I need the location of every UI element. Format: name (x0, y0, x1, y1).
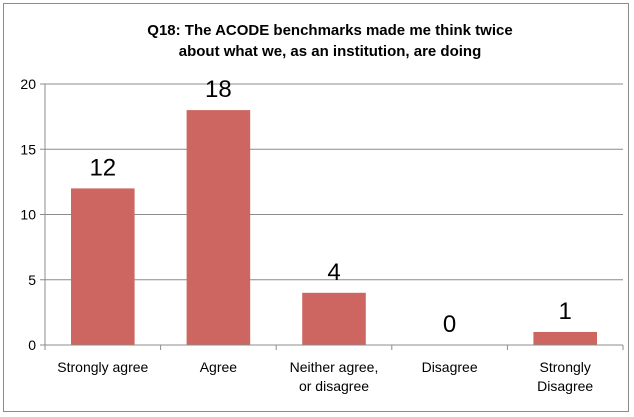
data-label: 0 (443, 311, 456, 338)
category-label: Strongly agree (57, 359, 148, 375)
category-label: Disagree (422, 359, 478, 375)
bar (186, 110, 251, 345)
y-tick-label: 15 (20, 141, 36, 157)
category-label: Disagree (537, 378, 593, 394)
data-label: 4 (327, 259, 340, 286)
bars (71, 110, 597, 345)
x-axis-categories: Strongly agree Agree Neither agree, or disa… (44, 345, 624, 394)
y-axis-ticks: 0 5 10 15 20 (20, 76, 46, 353)
y-tick-label: 5 (28, 272, 36, 288)
category-label: Neither agree, (290, 359, 379, 375)
chart-title-line-1: Q18: The ACODE benchmarks made me think … (147, 22, 512, 39)
bar (302, 292, 366, 345)
category-label: Agree (200, 359, 238, 375)
chart-title-line-2: about what we, as an institution, are do… (179, 43, 482, 60)
data-labels: 12 18 4 0 1 (89, 76, 571, 338)
data-label: 18 (205, 76, 232, 103)
data-label: 12 (89, 154, 116, 181)
category-label: Strongly (540, 359, 591, 375)
data-label: 1 (559, 298, 572, 325)
bar (71, 188, 135, 345)
y-tick-label: 20 (20, 76, 36, 92)
gridlines (45, 83, 623, 281)
y-tick-label: 0 (28, 337, 36, 353)
y-tick-label: 10 (20, 207, 36, 223)
bar (533, 331, 597, 345)
category-label: or disagree (299, 378, 369, 394)
